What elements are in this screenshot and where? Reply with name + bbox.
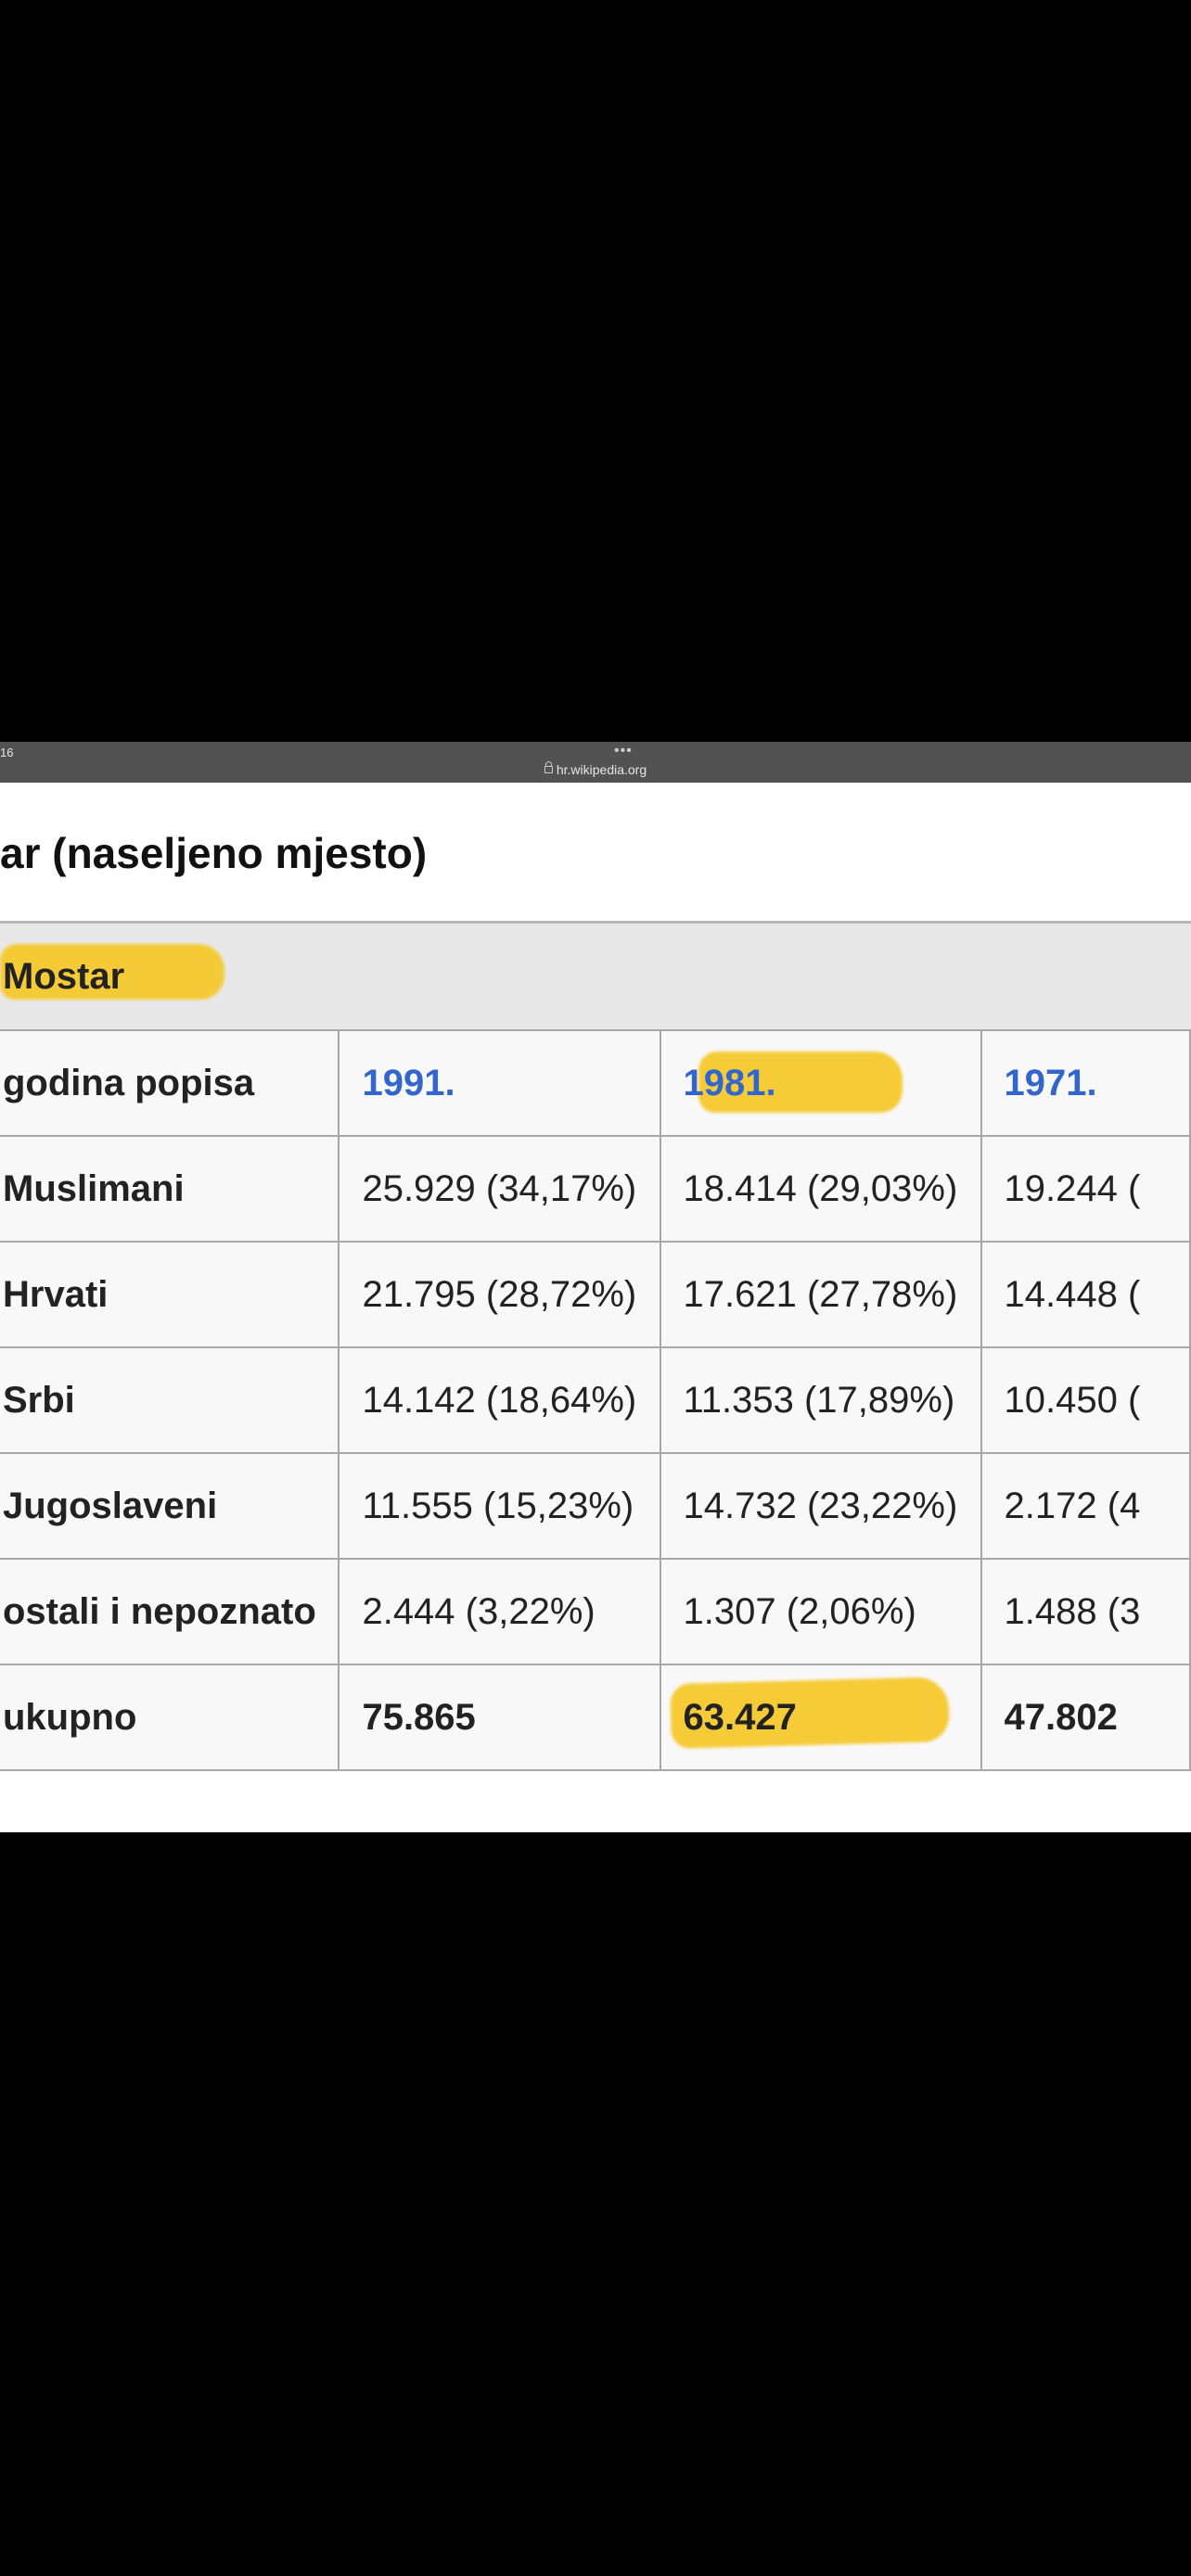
table-row: ostali i nepoznato 2.444 (3,22%) 1.307 (… bbox=[0, 1558, 1191, 1665]
table-cell: 17.621 (27,78%) bbox=[659, 1241, 982, 1348]
year-link[interactable]: 1971. bbox=[1004, 1062, 1097, 1103]
title-divider bbox=[0, 921, 1191, 924]
row-header: ostali i nepoznato bbox=[0, 1558, 340, 1665]
table-cell: 11.555 (15,23%) bbox=[338, 1452, 661, 1560]
year-link[interactable]: 1981. bbox=[683, 1062, 776, 1103]
table-cell: 1.307 (2,06%) bbox=[659, 1558, 982, 1665]
bottom-black-area bbox=[0, 1832, 1191, 2576]
table-cell: 10.450 ( bbox=[980, 1346, 1191, 1454]
url-text: hr.wikipedia.org bbox=[556, 762, 647, 777]
lock-icon bbox=[544, 761, 553, 773]
table-header-row: godina popisa 1991. 1981. 1971. bbox=[0, 1029, 1191, 1137]
page-title: ar (naseljeno mjesto) bbox=[0, 829, 428, 877]
table-cell: 2.172 (4 bbox=[980, 1452, 1191, 1560]
table-cell: 18.414 (29,03%) bbox=[659, 1135, 982, 1243]
table-row: Srbi 14.142 (18,64%) 11.353 (17,89%) 10.… bbox=[0, 1346, 1191, 1454]
total-cell: 75.865 bbox=[338, 1664, 661, 1771]
table-total-row: ukupno 75.865 63.427 47.802 bbox=[0, 1664, 1191, 1771]
year-cell[interactable]: 1981. bbox=[659, 1029, 982, 1137]
table-cell: 14.448 ( bbox=[980, 1241, 1191, 1348]
table-cell: 1.488 (3 bbox=[980, 1558, 1191, 1665]
top-black-area bbox=[0, 0, 1191, 742]
table-cell: 11.353 (17,89%) bbox=[659, 1346, 982, 1454]
row-header: Jugoslaveni bbox=[0, 1452, 340, 1560]
year-link[interactable]: 1991. bbox=[362, 1062, 455, 1103]
table-caption: Mostar bbox=[0, 924, 1191, 1031]
highlighter-mark bbox=[698, 1052, 903, 1113]
row-header: godina popisa bbox=[0, 1029, 340, 1137]
row-header: ukupno bbox=[0, 1664, 340, 1771]
more-options-icon[interactable]: ••• bbox=[614, 743, 633, 759]
total-cell: 47.802 bbox=[980, 1664, 1191, 1771]
web-page: ar (naseljeno mjesto) Mostar godina popi… bbox=[0, 783, 1191, 1832]
table-cell: 14.142 (18,64%) bbox=[338, 1346, 661, 1454]
table-caption-text: Mostar bbox=[3, 956, 125, 997]
table-cell: 21.795 (28,72%) bbox=[338, 1241, 661, 1348]
year-cell[interactable]: 1971. bbox=[980, 1029, 1191, 1137]
highlighter-mark bbox=[0, 944, 224, 1000]
table-cell: 25.929 (34,17%) bbox=[338, 1135, 661, 1243]
table-row: Muslimani 25.929 (34,17%) 18.414 (29,03%… bbox=[0, 1135, 1191, 1243]
table-row: Hrvati 21.795 (28,72%) 17.621 (27,78%) 1… bbox=[0, 1241, 1191, 1348]
url-display[interactable]: hr.wikipedia.org bbox=[0, 761, 1191, 777]
row-header: Hrvati bbox=[0, 1241, 340, 1348]
row-header: Srbi bbox=[0, 1346, 340, 1454]
census-table: godina popisa 1991. 1981. 1971. Musliman… bbox=[0, 1029, 1191, 1771]
table-cell: 2.444 (3,22%) bbox=[338, 1558, 661, 1665]
table-row: Jugoslaveni 11.555 (15,23%) 14.732 (23,2… bbox=[0, 1452, 1191, 1560]
total-value: 63.427 bbox=[683, 1696, 797, 1738]
table-cell: 19.244 ( bbox=[980, 1135, 1191, 1243]
total-cell: 63.427 bbox=[659, 1664, 982, 1771]
status-time: 16 bbox=[0, 746, 14, 759]
year-cell[interactable]: 1991. bbox=[338, 1029, 661, 1137]
table-cell: 14.732 (23,22%) bbox=[659, 1452, 982, 1560]
browser-address-bar[interactable]: 16 ••• hr.wikipedia.org bbox=[0, 742, 1191, 783]
row-header: Muslimani bbox=[0, 1135, 340, 1243]
